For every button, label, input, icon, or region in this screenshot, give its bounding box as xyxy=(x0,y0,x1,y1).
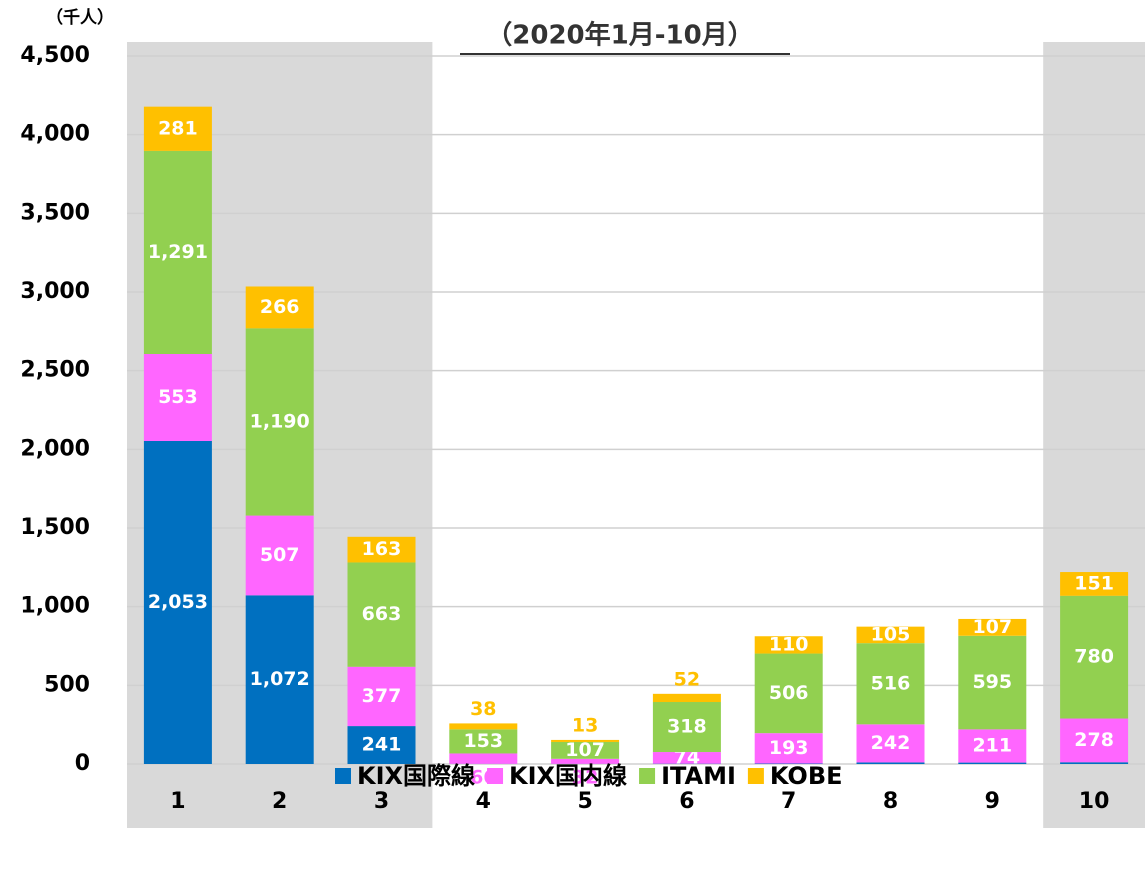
data-label: 506 xyxy=(769,682,809,704)
bar-segment xyxy=(754,636,823,654)
data-label: 110 xyxy=(769,633,809,655)
y-tick-label: 1,000 xyxy=(20,594,90,619)
y-tick-label: 4,500 xyxy=(20,43,90,68)
bar-segment xyxy=(551,758,620,764)
bar-segment xyxy=(551,739,620,742)
bar-segment xyxy=(143,150,212,354)
bar-segment xyxy=(347,666,416,727)
bar-segment xyxy=(245,515,314,596)
y-tick-label: 4,000 xyxy=(20,122,90,147)
data-label: 1,291 xyxy=(148,241,208,263)
y-tick-label: 3,000 xyxy=(20,279,90,304)
data-label: 278 xyxy=(1074,729,1114,751)
bar-segment xyxy=(652,693,721,703)
y-tick-label: 0 xyxy=(75,751,90,776)
x-tick-label: 2 xyxy=(272,789,287,814)
data-label: 52 xyxy=(674,668,700,690)
bar-segment xyxy=(856,643,925,725)
data-label: 151 xyxy=(1074,572,1114,594)
y-tick-label: 500 xyxy=(44,672,90,697)
data-label: 2,053 xyxy=(148,591,208,613)
bar-segment xyxy=(958,729,1027,763)
data-label: 242 xyxy=(871,732,911,754)
bar-segment xyxy=(1060,718,1129,763)
bar-segment xyxy=(245,595,314,764)
data-label: 153 xyxy=(463,730,503,752)
data-label: 553 xyxy=(158,386,198,408)
data-label: 105 xyxy=(871,623,911,645)
x-tick-label: 1 xyxy=(170,789,185,814)
x-tick-label: 3 xyxy=(374,789,389,814)
data-label: 595 xyxy=(972,671,1012,693)
legend-swatch xyxy=(335,768,351,784)
data-label: 241 xyxy=(362,734,402,756)
data-label: 211 xyxy=(972,734,1012,756)
x-tick-label: 10 xyxy=(1079,789,1110,814)
data-label: 318 xyxy=(667,716,707,738)
data-label: 193 xyxy=(769,737,809,759)
x-tick-label: 9 xyxy=(985,789,1000,814)
x-tick-label: 5 xyxy=(577,789,592,814)
data-label: 780 xyxy=(1074,646,1114,668)
data-label: 1,190 xyxy=(250,410,310,432)
y-unit-label: （千人） xyxy=(46,7,114,28)
bar-segment xyxy=(245,286,314,329)
data-label: 377 xyxy=(362,685,402,707)
data-label: 663 xyxy=(362,603,402,625)
bar-segment xyxy=(1060,595,1129,719)
x-tick-label: 4 xyxy=(476,789,491,814)
bar-segment xyxy=(143,106,212,151)
legend-swatch xyxy=(639,768,656,784)
data-label: 266 xyxy=(260,296,300,318)
bar-segment xyxy=(245,328,314,516)
bar-segment xyxy=(856,724,925,763)
legend-swatch xyxy=(487,768,504,784)
bar-segment xyxy=(347,536,416,563)
data-label: 107 xyxy=(972,616,1012,638)
legend-swatch xyxy=(747,768,764,784)
data-label: 13 xyxy=(572,714,598,736)
legend-label: KIX国際線 xyxy=(357,762,475,790)
y-tick-label: 1,500 xyxy=(20,515,90,540)
bar-segment xyxy=(856,626,925,644)
bar-segment xyxy=(958,618,1027,636)
bar-segment xyxy=(754,733,823,764)
legend-label: KOBE xyxy=(770,762,843,790)
data-label: 38 xyxy=(470,698,496,720)
bar-segment xyxy=(449,753,518,764)
chart-title: （2020年1月-10月） xyxy=(486,20,753,51)
data-label: 516 xyxy=(871,672,911,694)
bar-segment xyxy=(652,752,721,764)
bar-segment xyxy=(347,726,416,764)
x-tick-label: 8 xyxy=(883,789,898,814)
bar-segment xyxy=(958,635,1027,730)
y-tick-label: 2,500 xyxy=(20,358,90,383)
data-label: 281 xyxy=(158,117,198,139)
data-label: 1,072 xyxy=(250,668,310,690)
bar-segment xyxy=(551,741,620,759)
bar-segment xyxy=(1060,572,1129,596)
bar-segment xyxy=(754,653,823,734)
data-label: 107 xyxy=(565,739,605,761)
x-tick-label: 6 xyxy=(679,789,694,814)
bar-segment xyxy=(652,702,721,753)
bar-segment xyxy=(958,762,1027,764)
bar-segment xyxy=(143,440,212,764)
y-tick-label: 2,000 xyxy=(20,436,90,461)
data-label: 507 xyxy=(260,544,300,566)
bar-segment xyxy=(856,762,925,764)
bar-segment xyxy=(347,562,416,667)
bar-segment xyxy=(449,729,518,754)
bar-segment xyxy=(1060,762,1129,764)
legend-label: KIX国内線 xyxy=(509,762,627,790)
bar-segment xyxy=(143,353,212,441)
y-tick-label: 3,500 xyxy=(20,200,90,225)
data-label: 32 xyxy=(572,766,598,788)
legend-label: ITAMI xyxy=(661,762,736,790)
x-tick-label: 7 xyxy=(781,789,796,814)
bar-segment xyxy=(449,723,518,730)
data-label: 163 xyxy=(362,538,402,560)
